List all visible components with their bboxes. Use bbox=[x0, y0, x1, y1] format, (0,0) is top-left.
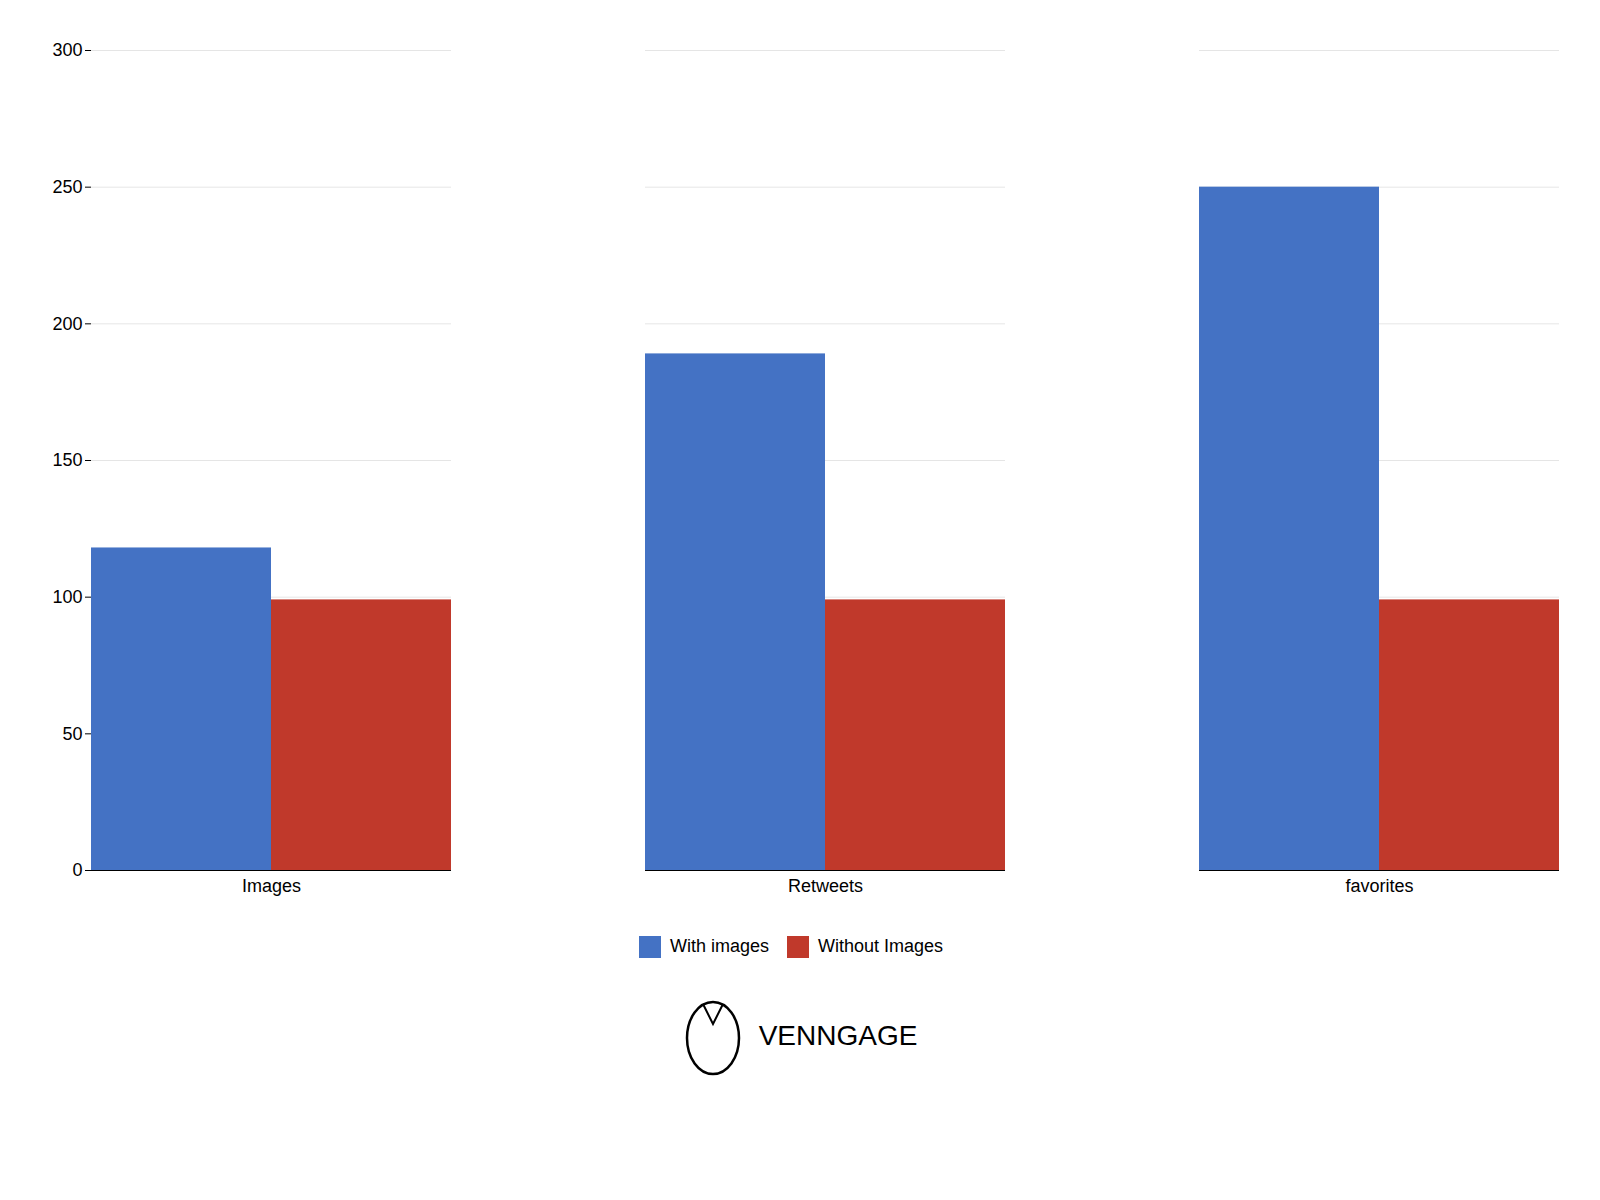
svg-text:250: 250 bbox=[52, 177, 82, 197]
svg-text:100: 100 bbox=[52, 587, 82, 607]
svg-text:favorites: favorites bbox=[1345, 876, 1413, 896]
html-text:Without Images: Without Images bbox=[818, 936, 943, 956]
svg-text:300: 300 bbox=[52, 40, 82, 60]
svg-text:Retweets: Retweets bbox=[788, 876, 863, 896]
svg-text:150: 150 bbox=[52, 450, 82, 470]
html-text:VENNGAGE: VENNGAGE bbox=[758, 1020, 918, 1051]
svg-text:0: 0 bbox=[72, 860, 82, 880]
html-text:With images: With images bbox=[670, 936, 769, 956]
svg-text:200: 200 bbox=[52, 314, 82, 334]
svg-text:50: 50 bbox=[62, 724, 82, 744]
svg-text:Images: Images bbox=[242, 876, 301, 896]
